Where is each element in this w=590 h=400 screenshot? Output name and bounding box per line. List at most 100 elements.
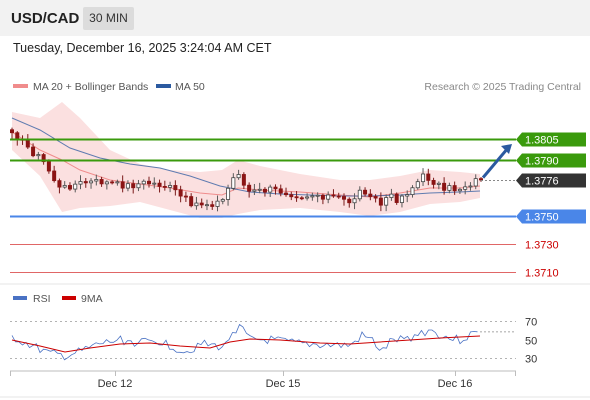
candle-body — [315, 194, 320, 197]
credit-text: Research © 2025 Trading Central — [424, 81, 581, 93]
bollinger-fill — [12, 102, 480, 218]
candle — [452, 181, 457, 195]
x-tick-label: Dec 16 — [438, 378, 473, 390]
candle-body — [173, 185, 178, 191]
candle — [468, 182, 473, 191]
candle — [373, 194, 378, 203]
x-tick-label: Dec 12 — [98, 378, 133, 390]
candle — [262, 187, 267, 197]
candle-body — [183, 195, 188, 198]
candle — [247, 182, 252, 198]
candle-body — [252, 189, 257, 192]
candle — [436, 181, 441, 190]
legend-swatch-9ma — [62, 296, 76, 300]
candle-body — [199, 202, 204, 206]
candle-body — [310, 195, 315, 198]
candle-body — [278, 188, 283, 194]
legend-rsi-label: RSI — [33, 293, 51, 305]
candle — [141, 179, 146, 190]
candle-body — [410, 187, 415, 195]
legend-swatch-ma50 — [156, 84, 171, 88]
candle — [52, 165, 57, 183]
candle-body — [305, 196, 310, 199]
level-label: 1.3776 — [525, 176, 559, 188]
candle-body — [204, 204, 209, 207]
ma50-line — [11, 117, 481, 197]
candle — [268, 184, 273, 198]
candle-body — [341, 196, 346, 200]
candle — [421, 168, 426, 187]
candle — [226, 184, 231, 206]
candle-body — [15, 132, 20, 140]
legend-swatch-ma20 — [13, 84, 28, 88]
candle-body — [31, 146, 36, 157]
candle-body — [442, 182, 447, 191]
candle-body — [125, 183, 130, 189]
candle — [78, 175, 83, 190]
level-label: 1.3750 — [525, 212, 559, 224]
candle-body — [415, 181, 420, 189]
candle — [168, 181, 173, 193]
candle — [431, 177, 436, 189]
candle-body — [463, 186, 468, 190]
candle — [463, 181, 468, 195]
timestamp: Tuesday, December 16, 2025 3:24:04 AM CE… — [13, 41, 272, 55]
candle — [41, 152, 46, 165]
chart-header: USD/CAD 30 MIN — [0, 0, 590, 36]
candle — [415, 178, 420, 190]
candle — [83, 178, 88, 188]
candle-body — [52, 170, 57, 182]
level-label: 1.3730 — [525, 240, 559, 252]
symbol-title: USD/CAD — [11, 10, 80, 27]
candle — [89, 178, 94, 189]
candle-body — [363, 189, 368, 195]
candle — [99, 176, 104, 187]
candle-body — [378, 197, 383, 206]
candle — [315, 192, 320, 203]
candle — [115, 179, 120, 186]
candle-body — [46, 161, 51, 172]
candle — [378, 192, 383, 212]
candle-body — [194, 202, 199, 207]
candle-body — [73, 183, 78, 190]
x-tick-label: Dec 15 — [266, 378, 301, 390]
candle-body — [94, 179, 99, 182]
candle-body — [147, 180, 152, 185]
candle-body — [231, 177, 236, 189]
candle-body — [268, 186, 273, 193]
price-levels: 1.3805 1.3790 1.3776 1.3750 1.3730 1.3710 — [10, 132, 586, 280]
candle-body — [405, 194, 410, 197]
rsi-line — [11, 323, 478, 361]
candle-body — [426, 173, 431, 181]
candle-body — [162, 185, 167, 188]
candle-body — [399, 195, 404, 203]
timeframe-button[interactable]: 30 MIN — [83, 7, 134, 30]
candle — [326, 191, 331, 204]
candle — [215, 195, 220, 212]
candle-body — [99, 179, 104, 185]
candle — [352, 193, 357, 210]
projection-arrowhead — [501, 144, 512, 154]
legend-swatch-rsi — [13, 296, 27, 300]
candle — [104, 180, 109, 190]
candle-body — [457, 188, 462, 192]
candle — [57, 178, 62, 194]
candle-body — [294, 196, 299, 199]
candle — [336, 192, 341, 199]
rsi-9ma-line — [11, 335, 481, 353]
candle-body — [262, 188, 267, 193]
candle — [152, 177, 157, 189]
candle — [236, 169, 241, 180]
candle-body — [289, 194, 294, 198]
candle-body — [431, 179, 436, 185]
candle-body — [189, 196, 194, 207]
x-axis-ticks: Dec 12 Dec 15 Dec 16 — [10, 371, 516, 390]
candle — [73, 180, 78, 193]
candle-body — [447, 185, 452, 191]
rsi-tick-label: 30 — [525, 354, 537, 366]
candle-body — [452, 185, 457, 192]
candle — [384, 194, 389, 212]
candle — [341, 193, 346, 206]
candle-body — [115, 181, 120, 184]
